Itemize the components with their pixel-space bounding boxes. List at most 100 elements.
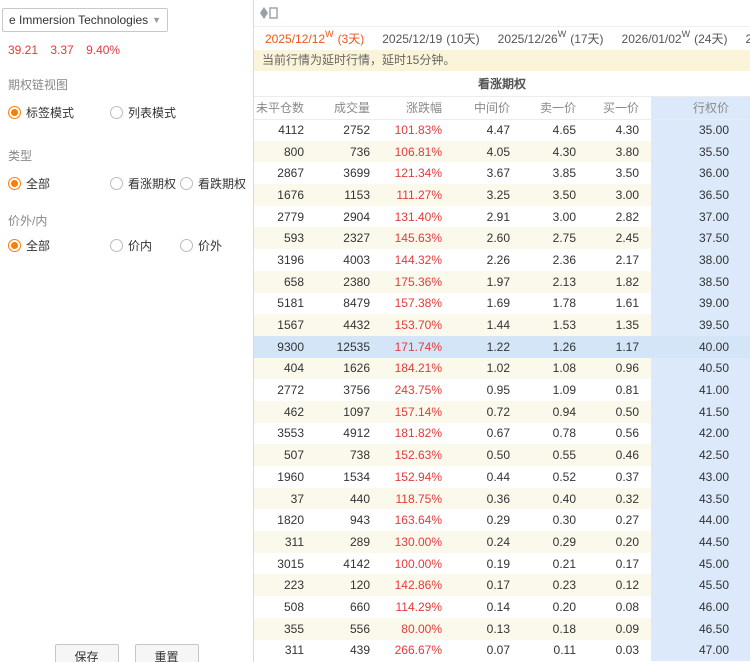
open-interest-cell[interactable]: 507 <box>254 444 316 466</box>
ask-price-cell[interactable]: 2.13 <box>522 270 588 293</box>
open-interest-cell[interactable]: 3015 <box>277 556 304 571</box>
strike-cell[interactable]: 44.00 <box>651 509 750 532</box>
volume-cell[interactable]: 1097 <box>316 400 382 423</box>
col-ask-price[interactable]: 卖一价 <box>522 97 588 120</box>
volume-cell[interactable]: 660 <box>349 599 370 614</box>
radio-list-mode[interactable]: 列表模式 <box>110 104 176 121</box>
ask-price-cell[interactable]: 0.21 <box>552 556 576 571</box>
expiry-tab[interactable]: 2025/12/12W (3天) <box>256 29 373 47</box>
change-pct-cell[interactable]: 142.86% <box>382 574 454 597</box>
ask-price-cell[interactable]: 1.09 <box>552 383 576 398</box>
strike-cell[interactable]: 46.00 <box>651 596 750 618</box>
open-interest-cell[interactable]: 2867 <box>277 166 304 181</box>
open-interest-cell[interactable]: 658 <box>254 270 316 293</box>
ask-price-cell[interactable]: 0.11 <box>553 643 576 658</box>
strike-cell[interactable]: 39.50 <box>651 314 750 336</box>
change-pct-cell[interactable]: 111.27% <box>382 184 454 206</box>
mid-price-cell[interactable]: 0.19 <box>486 556 510 571</box>
strike-cell[interactable]: 42.00 <box>651 422 750 445</box>
table-row[interactable]: 3015 4142 100.00% 0.19 0.21 0.17 45.00 <box>254 552 750 575</box>
ask-price-cell[interactable]: 1.78 <box>552 296 576 311</box>
table-row[interactable]: 507 738 152.63% 0.50 0.55 0.46 42.50 <box>254 444 750 466</box>
change-pct-cell[interactable]: 80.00% <box>382 617 454 640</box>
ask-price-cell[interactable]: 0.20 <box>552 599 576 614</box>
change-pct-cell[interactable]: 130.00% <box>382 531 454 553</box>
ask-price-cell[interactable]: 2.36 <box>552 252 576 267</box>
change-pct-cell[interactable]: 145.63% <box>382 227 454 250</box>
col-change-pct[interactable]: 涨跌幅 <box>382 97 454 120</box>
mid-price-cell[interactable]: 4.05 <box>454 140 522 163</box>
change-pct-cell[interactable]: 152.63% <box>382 444 454 466</box>
volume-cell[interactable]: 289 <box>316 531 382 553</box>
table-row[interactable]: 1567 4432 153.70% 1.44 1.53 1.35 39.50 <box>254 314 750 336</box>
volume-cell[interactable]: 440 <box>316 487 382 510</box>
change-pct-cell[interactable]: 175.36% <box>382 270 454 293</box>
change-pct-cell[interactable]: 181.82% <box>394 426 442 441</box>
table-row[interactable]: 311 439 266.67% 0.07 0.11 0.03 47.00 <box>254 639 750 662</box>
mid-price-cell[interactable]: 0.72 <box>454 400 522 423</box>
change-pct-cell[interactable]: 131.40% <box>394 209 442 224</box>
ask-price-cell[interactable]: 2.75 <box>522 227 588 250</box>
strike-cell[interactable]: 36.50 <box>651 184 750 206</box>
volume-cell[interactable]: 2752 <box>343 123 370 138</box>
table-row[interactable]: 5181 8479 157.38% 1.69 1.78 1.61 39.00 <box>254 292 750 315</box>
change-pct-cell[interactable]: 157.38% <box>394 296 442 311</box>
strike-cell[interactable]: 35.00 <box>651 119 750 141</box>
bid-price-cell[interactable]: 0.08 <box>615 599 639 614</box>
strike-cell[interactable]: 47.00 <box>651 639 750 662</box>
change-pct-cell[interactable]: 171.74% <box>382 335 454 358</box>
bid-price-cell[interactable]: 0.17 <box>615 556 639 571</box>
radio-type-put[interactable]: 看跌期权 <box>180 175 246 192</box>
open-interest-cell[interactable]: 4112 <box>278 123 304 138</box>
mid-price-cell[interactable]: 0.44 <box>486 469 510 484</box>
ask-price-cell[interactable]: 3.00 <box>552 209 576 224</box>
ask-price-cell[interactable]: 0.52 <box>552 469 576 484</box>
volume-cell[interactable]: 2380 <box>316 270 382 293</box>
open-interest-cell[interactable]: 508 <box>283 599 304 614</box>
bid-price-cell[interactable]: 1.61 <box>615 296 639 311</box>
strike-cell[interactable]: 40.00 <box>651 335 750 358</box>
strike-cell[interactable]: 46.50 <box>651 617 750 640</box>
bid-price-cell[interactable]: 3.00 <box>588 184 651 206</box>
radio-type-call[interactable]: 看涨期权 <box>110 175 180 192</box>
table-row[interactable]: 1676 1153 111.27% 3.25 3.50 3.00 36.50 <box>254 184 750 206</box>
col-bid-price[interactable]: 买一价 <box>588 97 651 120</box>
bid-price-cell[interactable]: 0.09 <box>588 617 651 640</box>
strike-cell[interactable]: 44.50 <box>651 531 750 553</box>
ask-price-cell[interactable]: 0.23 <box>522 574 588 597</box>
mid-price-cell[interactable]: 3.67 <box>486 166 510 181</box>
mid-price-cell[interactable]: 0.36 <box>454 487 522 510</box>
strike-cell[interactable]: 41.00 <box>651 379 750 401</box>
change-pct-cell[interactable]: 118.75% <box>382 487 454 510</box>
open-interest-cell[interactable]: 9300 <box>254 335 316 358</box>
bid-price-cell[interactable]: 0.32 <box>588 487 651 510</box>
volume-cell[interactable]: 3699 <box>343 166 370 181</box>
col-volume[interactable]: 成交量 <box>316 97 382 120</box>
volume-cell[interactable]: 1534 <box>343 469 370 484</box>
strike-cell[interactable]: 38.50 <box>651 270 750 293</box>
volume-cell[interactable]: 3756 <box>343 383 370 398</box>
mid-price-cell[interactable]: 2.26 <box>486 252 510 267</box>
strike-cell[interactable]: 39.00 <box>651 292 750 315</box>
open-interest-cell[interactable]: 37 <box>254 487 316 510</box>
reset-button[interactable]: 重置 <box>134 644 199 662</box>
bid-price-cell[interactable]: 0.20 <box>588 531 651 553</box>
open-interest-cell[interactable]: 1567 <box>254 314 316 336</box>
table-row[interactable]: 223 120 142.86% 0.17 0.23 0.12 45.50 <box>254 574 750 597</box>
strike-cell[interactable]: 43.00 <box>651 466 750 488</box>
strike-cell[interactable]: 41.50 <box>651 400 750 423</box>
mid-price-cell[interactable]: 0.07 <box>486 643 510 658</box>
open-interest-cell[interactable]: 2779 <box>277 209 304 224</box>
volume-cell[interactable]: 120 <box>316 574 382 597</box>
expiry-tab[interactable]: 2025/12/26W (17天) <box>489 29 613 47</box>
open-interest-cell[interactable]: 404 <box>254 357 316 380</box>
table-row[interactable]: 1820 943 163.64% 0.29 0.30 0.27 44.00 <box>254 509 750 532</box>
col-mid-price[interactable]: 中间价 <box>454 97 522 120</box>
bid-price-cell[interactable]: 1.82 <box>588 270 651 293</box>
volume-cell[interactable]: 4912 <box>343 426 370 441</box>
volume-cell[interactable]: 556 <box>316 617 382 640</box>
bid-price-cell[interactable]: 0.46 <box>588 444 651 466</box>
strike-cell[interactable]: 43.50 <box>651 487 750 510</box>
ask-price-cell[interactable]: 0.18 <box>522 617 588 640</box>
strike-cell[interactable]: 45.00 <box>651 552 750 575</box>
